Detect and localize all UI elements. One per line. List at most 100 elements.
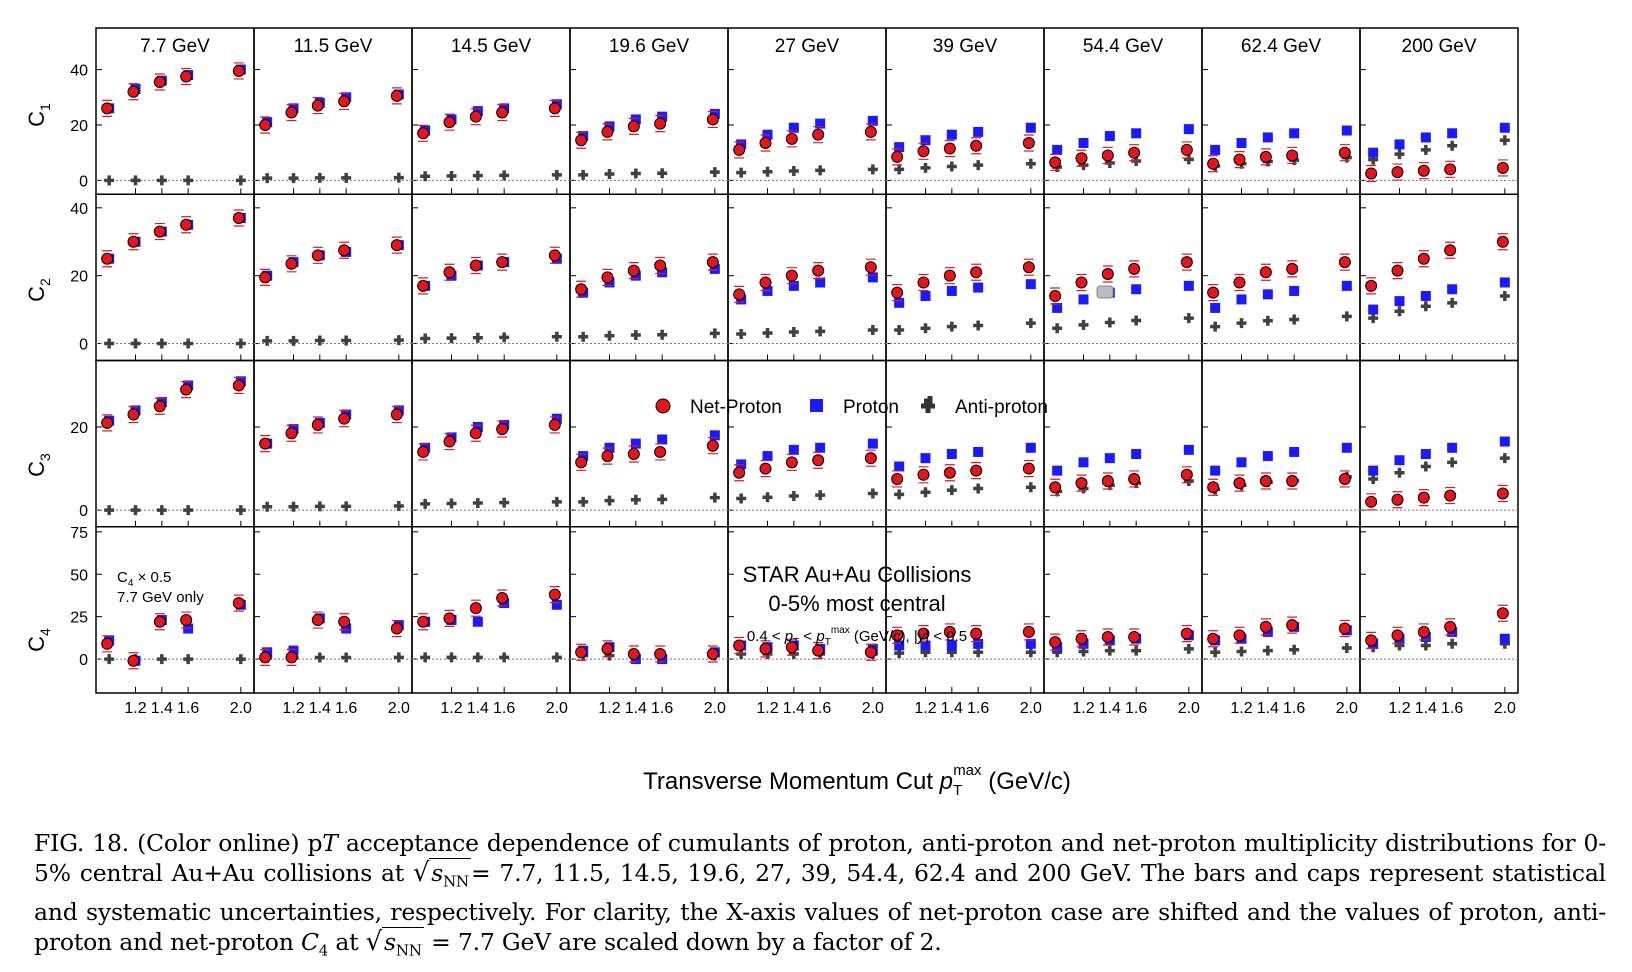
anti-proton-point xyxy=(499,170,510,181)
net-proton-cap xyxy=(418,443,429,461)
net-proton-point xyxy=(706,256,719,269)
net-proton-point xyxy=(1101,475,1114,488)
net-proton-cap xyxy=(418,613,429,631)
net-proton-cap xyxy=(102,99,113,117)
net-proton-cap xyxy=(260,435,271,453)
anti-proton-point xyxy=(472,170,483,181)
net-proton-point xyxy=(1259,266,1272,279)
x-tick-label: 1.6 xyxy=(809,700,831,717)
net-proton-cap xyxy=(1102,628,1113,646)
net-proton-point xyxy=(180,70,193,83)
net-proton-point xyxy=(733,143,746,156)
anti-proton-point xyxy=(1210,321,1221,332)
anti-proton-point xyxy=(1131,645,1142,656)
net-proton-cap xyxy=(470,599,481,617)
panel-frame xyxy=(253,526,413,694)
net-proton-point xyxy=(785,132,798,145)
anti-proton-point xyxy=(709,492,720,503)
net-proton-cap xyxy=(1497,159,1508,177)
x-tick-label: 1.4 xyxy=(1415,700,1437,717)
anti-proton-point xyxy=(1025,318,1036,329)
net-proton-cap xyxy=(339,241,350,259)
panel-frame xyxy=(253,359,413,528)
net-proton-cap xyxy=(128,83,139,101)
proton-point xyxy=(1447,128,1458,139)
net-proton-point xyxy=(1128,631,1141,644)
proton-point xyxy=(1052,144,1063,155)
net-proton-cap xyxy=(944,267,955,285)
anti-proton-point xyxy=(420,171,431,182)
net-proton-point xyxy=(1338,472,1351,485)
proton-point xyxy=(578,451,589,462)
net-proton-cap xyxy=(1076,273,1087,292)
x-tick-label: 2.0 xyxy=(862,700,884,717)
net-proton-point xyxy=(180,383,193,396)
x-tick-label: 1.2 xyxy=(1388,700,1410,717)
panel-frame xyxy=(1201,359,1361,528)
proton-point xyxy=(946,640,957,651)
net-proton-cap xyxy=(286,255,297,273)
net-proton-point xyxy=(127,408,140,421)
annot-scale-1: C4 × 0.5 xyxy=(117,569,171,589)
proton-point xyxy=(1183,124,1194,135)
anti-proton-point xyxy=(867,324,878,335)
anti-proton-point xyxy=(578,496,589,507)
net-proton-point xyxy=(1444,620,1457,633)
net-proton-point xyxy=(1233,276,1246,289)
legend-proton-label: Proton xyxy=(843,397,899,418)
net-proton-cap xyxy=(892,284,903,302)
net-proton-point xyxy=(548,249,561,262)
net-proton-cap xyxy=(1287,472,1298,490)
panel-frame xyxy=(1359,359,1519,528)
panel-grid: 7.7 GeV 11.5 GeV 14.5 GeV 19.6 GeV 27 GeV 39 … xyxy=(70,27,1519,717)
net-proton-point xyxy=(733,288,746,301)
net-proton-cap xyxy=(1497,484,1508,503)
anti-proton-point xyxy=(920,487,931,498)
net-proton-point xyxy=(1049,481,1062,494)
anti-proton-point xyxy=(446,652,457,663)
caption-part2: = 7.7, 11.5, 14.5, 19.6, 27, 39, 54.4, 6… xyxy=(34,859,1606,960)
anti-proton-point xyxy=(815,490,826,501)
net-proton-point xyxy=(443,266,456,279)
x-tick-label: 2.0 xyxy=(1020,700,1042,717)
net-proton-cap xyxy=(602,268,613,286)
net-proton-cap xyxy=(602,640,613,658)
proton-point xyxy=(788,122,799,133)
anti-proton-point xyxy=(104,175,115,186)
y-tick-label: 0 xyxy=(79,173,88,190)
net-proton-cap xyxy=(444,609,455,627)
anti-proton-point xyxy=(867,164,878,175)
anti-proton-point xyxy=(235,654,246,665)
net-proton-cap xyxy=(1445,160,1456,178)
net-proton-point xyxy=(1207,286,1220,299)
net-proton-point xyxy=(1101,267,1114,280)
net-proton-cap xyxy=(1366,277,1377,295)
x-tick-label: 1.2 xyxy=(124,700,146,717)
anti-proton-point xyxy=(156,505,167,516)
net-proton-cap xyxy=(813,261,824,280)
net-proton-point xyxy=(1365,634,1378,647)
net-proton-point xyxy=(601,271,614,284)
net-proton-point xyxy=(338,615,351,628)
proton-point xyxy=(657,434,668,445)
anti-proton-point xyxy=(341,501,352,512)
net-proton-cap xyxy=(892,626,903,644)
net-proton-cap xyxy=(707,645,718,663)
net-proton-cap xyxy=(470,256,481,275)
net-proton-point xyxy=(575,283,588,296)
net-proton-point xyxy=(864,125,877,138)
net-proton-point xyxy=(285,257,298,270)
anti-proton-point xyxy=(183,505,194,516)
proton-point xyxy=(1210,465,1221,476)
net-proton-cap xyxy=(707,110,718,129)
proton-point xyxy=(1104,131,1115,142)
net-proton-point xyxy=(785,456,798,469)
anti-proton-point xyxy=(736,493,747,504)
net-proton-cap xyxy=(102,250,113,268)
panel-frame xyxy=(1201,193,1361,362)
anti-proton-point xyxy=(762,166,773,177)
anti-proton-point xyxy=(1104,317,1115,328)
net-proton-point xyxy=(1338,146,1351,159)
caption-part1: (Color online) pT acceptance dependence … xyxy=(34,829,1606,887)
net-proton-point xyxy=(469,602,482,615)
